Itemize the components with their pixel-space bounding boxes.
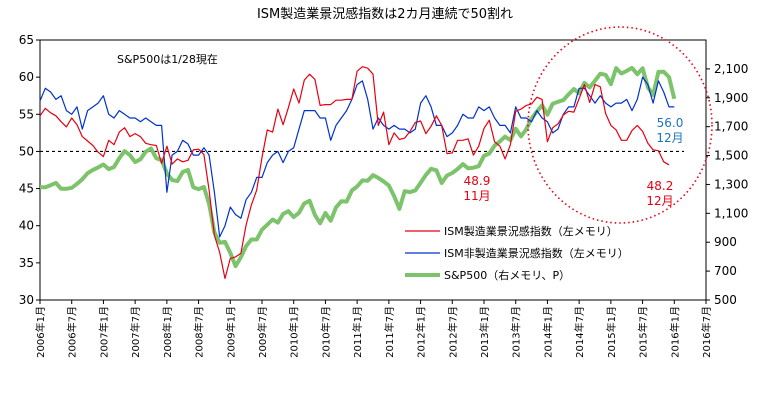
x-tick-label: 2011年7月: [383, 306, 396, 358]
left-tick-label: 65: [19, 33, 34, 47]
x-tick-label: 2007年1月: [97, 306, 110, 358]
left-tick-label: 40: [19, 219, 34, 233]
x-tick-label: 2012年1月: [415, 306, 428, 358]
x-tick-label: 2008年7月: [193, 306, 206, 358]
highlight-circle: [527, 26, 713, 224]
legend-label-sp500: S&P500（右メモリ、P）: [444, 268, 570, 282]
x-tick-label: 2009年7月: [256, 306, 269, 358]
right-axis-ticks: 500 700 900 1,100 1,300 1,500 1,700 1,900 2,100: [706, 62, 748, 307]
x-tick-label: 2013年1月: [478, 306, 491, 358]
x-tick-label: 2015年7月: [637, 306, 650, 358]
series-sp500: [40, 65, 677, 269]
x-tick-label: 2006年1月: [34, 306, 47, 358]
legend: ISM製造業景況感指数（左メモリ） ISM非製造業景況感指数（左メモリ） S&P…: [405, 224, 629, 282]
plot-frame: [39, 39, 707, 301]
x-tick-label: 2010年1月: [288, 306, 301, 358]
legend-label-ism-manufacturing: ISM製造業景況感指数（左メモリ）: [444, 224, 618, 238]
series-ism-manufacturing: [39, 66, 670, 280]
left-tick-label: 60: [19, 70, 34, 84]
right-tick-label: 500: [714, 293, 737, 307]
x-tick-label: 2014年1月: [541, 306, 554, 358]
series-lines: [39, 65, 677, 280]
annotation-period: 12月: [646, 194, 673, 208]
right-tick-label: 1,100: [714, 206, 748, 220]
right-tick-label: 1,500: [714, 149, 748, 163]
right-tick-label: 700: [714, 264, 737, 278]
x-tick-label: 2012年7月: [446, 306, 459, 358]
left-tick-label: 45: [19, 182, 34, 196]
x-tick-label: 2009年1月: [224, 306, 237, 358]
annotation-value: 48.2: [647, 179, 674, 193]
right-tick-label: 1,300: [714, 177, 748, 191]
right-tick-label: 1,700: [714, 120, 748, 134]
left-axis-ticks: 30 35 40 45 50 55 60 65: [19, 33, 40, 307]
annotation-value: 48.9: [464, 174, 491, 188]
x-tick-label: 2016年7月: [700, 306, 713, 358]
annotation-value: 56.0: [657, 116, 684, 130]
x-tick-label: 2011年1月: [351, 306, 364, 358]
x-axis-ticks: 2006年1月 2006年7月 2007年1月 2007年7月 2008年1月 2008年…: [34, 300, 713, 358]
right-tick-label: 900: [714, 235, 737, 249]
x-tick-label: 2008年1月: [161, 306, 174, 358]
right-tick-label: 1,900: [714, 91, 748, 105]
series-ism-nonmanufacturing: [39, 76, 675, 238]
axes: [39, 39, 707, 301]
x-tick-label: 2015年1月: [605, 306, 618, 358]
x-tick-label: 2006年7月: [66, 306, 79, 358]
annotation-period: 12月: [656, 131, 683, 145]
chart-note: S&P500は1/28現在: [117, 53, 218, 66]
x-tick-label: 2013年7月: [510, 306, 523, 358]
x-tick-label: 2014年7月: [573, 306, 586, 358]
annotation-period: 11月: [463, 189, 490, 203]
x-tick-label: 2016年1月: [668, 306, 681, 358]
left-tick-label: 50: [19, 144, 34, 158]
x-tick-label: 2010年7月: [319, 306, 332, 358]
legend-label-ism-nonmanufacturing: ISM非製造業景況感指数（左メモリ）: [444, 246, 629, 260]
left-tick-label: 55: [19, 107, 34, 121]
right-tick-label: 2,100: [714, 62, 748, 76]
x-tick-label: 2007年7月: [129, 306, 142, 358]
left-tick-label: 30: [19, 293, 34, 307]
chart-title: ISM製造業景況感指数は2カ月連続で50割れ: [257, 6, 513, 22]
left-tick-label: 35: [19, 256, 34, 270]
